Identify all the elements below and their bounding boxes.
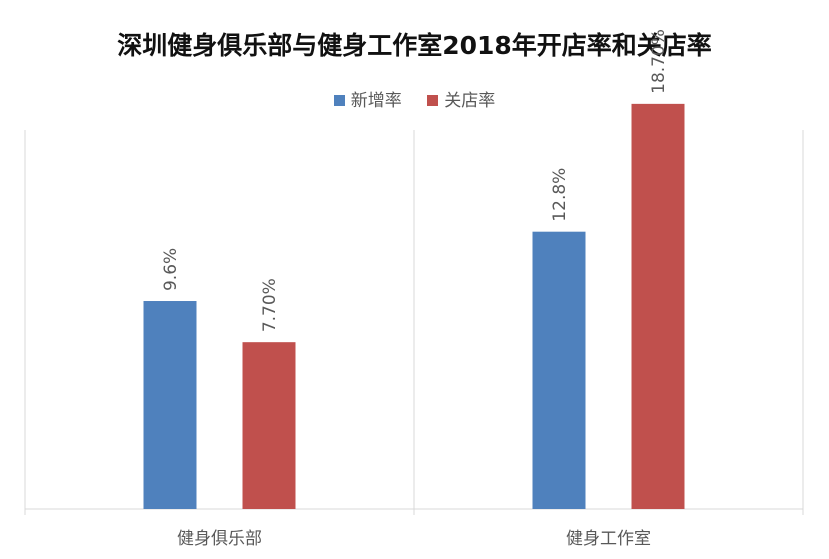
legend-label-new: 新增率 (350, 91, 402, 111)
data-label: 7.70% (260, 278, 280, 332)
bars (143, 103, 685, 510)
data-label: 12.8% (550, 168, 570, 222)
data-label: 18.70% (649, 29, 669, 94)
legend-item-closed: 关店率 (427, 86, 495, 111)
chart-title: 深圳健身俱乐部与健身工作室2018年开店率和关店率 (117, 31, 712, 60)
x-tick-label: 健身工作室 (566, 529, 651, 549)
data-label: 9.6% (161, 248, 181, 291)
bar-new (532, 231, 586, 510)
data-labels: 健身俱乐部 9.6% 7.70% 健身工作室 12.8% 18.70% (161, 29, 669, 549)
legend-swatch-closed (427, 95, 439, 106)
x-tick-label: 健身俱乐部 (177, 529, 262, 549)
legend-swatch-new (333, 95, 345, 106)
bar-new (143, 301, 197, 509)
bar-closed (631, 103, 685, 509)
axes (24, 130, 804, 515)
legend: 新增率 关店率 (0, 86, 829, 111)
legend-label-closed: 关店率 (444, 91, 496, 111)
bar-closed (242, 342, 296, 509)
legend-item-new: 新增率 (333, 86, 402, 111)
